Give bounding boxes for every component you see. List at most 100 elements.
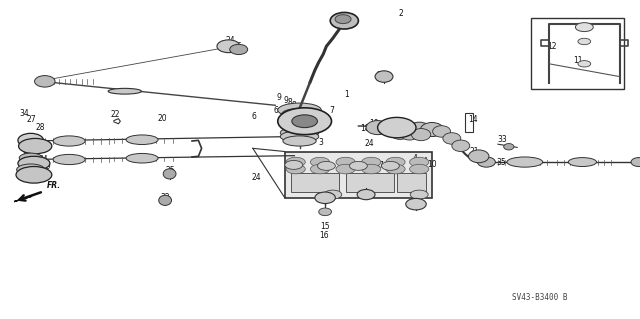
Ellipse shape	[217, 40, 240, 53]
Text: 12: 12	[547, 42, 557, 51]
Ellipse shape	[390, 127, 410, 139]
Text: 5: 5	[305, 120, 310, 129]
Text: 32: 32	[161, 193, 170, 202]
Ellipse shape	[35, 76, 55, 87]
Text: 9: 9	[284, 96, 289, 105]
Text: 26: 26	[232, 42, 242, 51]
Text: 7: 7	[329, 106, 334, 115]
Text: 31: 31	[303, 112, 313, 121]
Ellipse shape	[280, 127, 319, 138]
Text: 14: 14	[468, 115, 478, 124]
Text: 31: 31	[308, 115, 318, 124]
Ellipse shape	[631, 158, 640, 167]
Ellipse shape	[280, 131, 319, 142]
Ellipse shape	[433, 126, 451, 137]
Text: 11: 11	[573, 56, 583, 65]
Text: 22: 22	[110, 110, 120, 119]
Text: 16: 16	[319, 231, 328, 240]
Text: 4: 4	[413, 154, 418, 163]
Ellipse shape	[286, 157, 305, 167]
Text: 30: 30	[26, 171, 35, 180]
Text: 27: 27	[27, 115, 36, 124]
Ellipse shape	[283, 124, 316, 133]
FancyBboxPatch shape	[291, 173, 339, 192]
Ellipse shape	[278, 103, 321, 117]
Ellipse shape	[283, 136, 316, 146]
Text: 24: 24	[365, 139, 374, 148]
Ellipse shape	[108, 88, 141, 94]
Text: 6: 6	[252, 112, 257, 121]
Ellipse shape	[575, 23, 593, 32]
Ellipse shape	[507, 157, 543, 167]
Text: 25: 25	[165, 166, 175, 175]
Ellipse shape	[278, 108, 332, 135]
Ellipse shape	[282, 108, 317, 120]
Text: FR.: FR.	[47, 181, 61, 190]
Text: 34: 34	[38, 155, 48, 164]
Ellipse shape	[452, 140, 470, 152]
Ellipse shape	[126, 135, 158, 145]
FancyBboxPatch shape	[397, 173, 426, 192]
Ellipse shape	[230, 44, 248, 55]
Text: 17: 17	[389, 124, 399, 133]
Ellipse shape	[159, 195, 172, 205]
Text: 9: 9	[276, 93, 282, 102]
Ellipse shape	[386, 157, 405, 167]
Text: 37: 37	[374, 161, 384, 170]
Text: 29: 29	[42, 162, 51, 171]
Ellipse shape	[16, 167, 52, 183]
Ellipse shape	[406, 198, 426, 210]
Ellipse shape	[568, 158, 596, 167]
Ellipse shape	[378, 117, 416, 138]
Text: 24: 24	[225, 36, 235, 45]
Ellipse shape	[126, 153, 158, 163]
Text: 20: 20	[157, 114, 167, 123]
Text: 36: 36	[376, 71, 386, 80]
Text: 6: 6	[274, 106, 279, 115]
Ellipse shape	[310, 164, 330, 174]
FancyBboxPatch shape	[285, 152, 432, 198]
Text: 13: 13	[410, 199, 420, 208]
Ellipse shape	[17, 164, 45, 175]
Ellipse shape	[286, 164, 305, 174]
Ellipse shape	[317, 161, 335, 170]
Ellipse shape	[410, 190, 428, 199]
Ellipse shape	[468, 150, 489, 163]
Text: 18: 18	[360, 124, 370, 133]
Ellipse shape	[292, 115, 317, 128]
Text: 15: 15	[320, 222, 330, 231]
Text: 22: 22	[319, 163, 329, 172]
Ellipse shape	[357, 189, 375, 200]
Ellipse shape	[335, 15, 351, 24]
Ellipse shape	[578, 61, 591, 67]
Ellipse shape	[330, 12, 358, 29]
Text: 34: 34	[19, 109, 29, 118]
Ellipse shape	[504, 144, 514, 150]
Ellipse shape	[18, 156, 50, 170]
Text: 1: 1	[344, 90, 349, 99]
Ellipse shape	[578, 38, 591, 45]
Ellipse shape	[336, 157, 355, 167]
Ellipse shape	[19, 153, 42, 163]
Text: 28: 28	[35, 123, 45, 132]
Text: 8: 8	[291, 101, 296, 110]
Ellipse shape	[381, 161, 399, 170]
Ellipse shape	[324, 190, 342, 199]
Text: 3: 3	[319, 138, 324, 147]
Ellipse shape	[19, 138, 52, 154]
Text: 31: 31	[299, 108, 308, 116]
Ellipse shape	[410, 164, 429, 174]
Ellipse shape	[53, 136, 85, 146]
Ellipse shape	[362, 164, 381, 174]
Ellipse shape	[282, 120, 317, 130]
Ellipse shape	[163, 169, 176, 179]
Ellipse shape	[375, 71, 393, 82]
Ellipse shape	[349, 161, 367, 170]
Ellipse shape	[18, 133, 44, 147]
Ellipse shape	[336, 164, 355, 174]
Ellipse shape	[285, 160, 303, 169]
Text: 33: 33	[497, 135, 507, 144]
Ellipse shape	[408, 122, 431, 136]
FancyBboxPatch shape	[346, 173, 394, 192]
Ellipse shape	[53, 154, 85, 165]
